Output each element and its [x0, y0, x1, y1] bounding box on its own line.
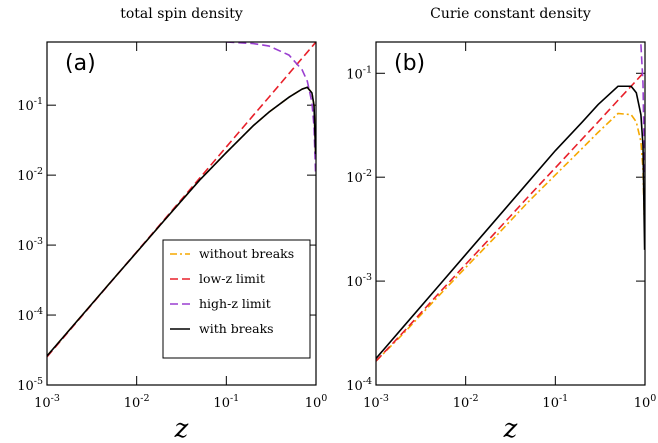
x-tick-label: 100	[634, 393, 657, 411]
y-tick-label: 10-2	[17, 166, 43, 184]
series-line	[226, 42, 316, 176]
legend-label: without breaks	[199, 246, 294, 261]
plot-lines	[376, 44, 645, 362]
y-tick-label: 10-2	[346, 168, 372, 186]
x-tick-label: 100	[305, 393, 328, 411]
y-tick-label: 10-3	[17, 236, 43, 254]
y-tick-label: 10-5	[17, 376, 43, 394]
chart-title: Curie constant density	[430, 6, 591, 22]
plot-frame	[375, 41, 646, 386]
panel-label: (b)	[394, 51, 425, 76]
legend-label: high-z limit	[199, 296, 271, 311]
series-line	[640, 44, 645, 178]
plot-frame	[46, 41, 317, 386]
legend-label: low-z limit	[199, 271, 265, 286]
y-tick-label: 10-4	[346, 376, 372, 394]
legend-label: with breaks	[199, 321, 274, 336]
x-tick-label: 10-3	[363, 393, 389, 411]
series-line	[376, 70, 645, 362]
x-tick-label: 10-1	[213, 393, 239, 411]
y-tick-label: 10-1	[346, 64, 372, 82]
y-tick-label: 10-3	[346, 272, 372, 290]
x-tick-label: 10-2	[453, 393, 479, 411]
x-tick-label: 10-3	[34, 393, 60, 411]
chart-title: total spin density	[120, 6, 243, 22]
series-line	[376, 85, 645, 360]
y-tick-label: 10-4	[17, 306, 43, 324]
series-line	[376, 112, 645, 362]
x-axis-label: z	[174, 414, 189, 443]
x-axis-label: z	[503, 414, 518, 443]
y-tick-label: 10-1	[17, 96, 43, 114]
x-tick-label: 10-2	[124, 393, 150, 411]
x-tick-label: 10-1	[542, 393, 568, 411]
series-line	[47, 86, 316, 357]
panel-label: (a)	[65, 51, 96, 76]
plot-lines	[47, 42, 316, 358]
legend-box	[162, 239, 311, 359]
